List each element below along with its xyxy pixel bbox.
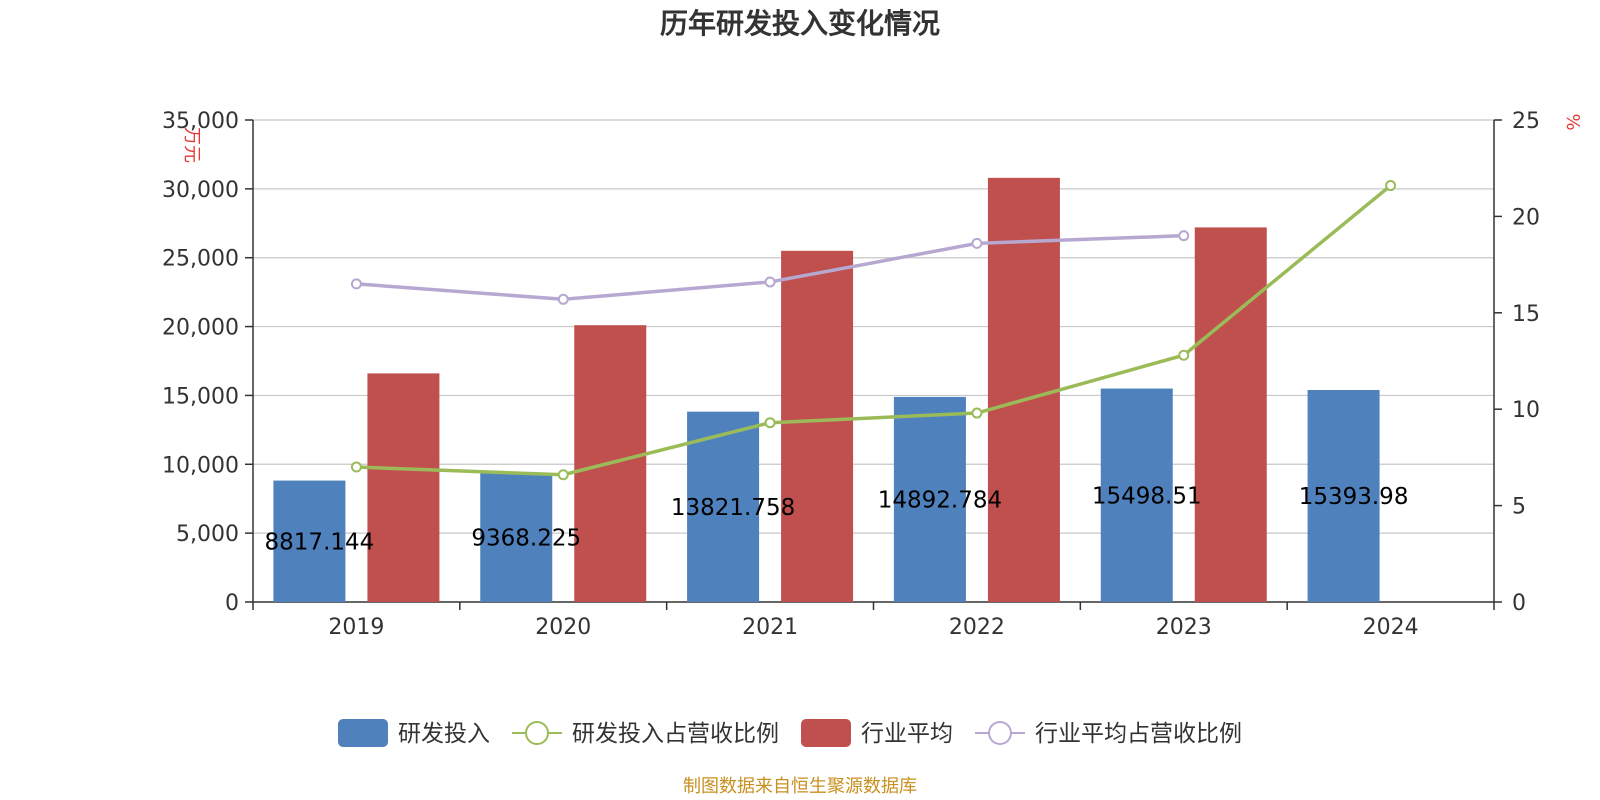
left-tick-label: 20,000 bbox=[162, 316, 239, 341]
bar-data-label: 13821.758 bbox=[671, 495, 795, 521]
industry-ratio-point bbox=[557, 293, 569, 305]
rd-ratio-line bbox=[356, 184, 1392, 477]
chart-title: 历年研发投入变化情况 bbox=[660, 7, 940, 40]
bar-industry-average bbox=[1194, 227, 1267, 602]
legend-item[interactable]: 研发投入占营收比例 bbox=[512, 721, 779, 747]
right-axis-unit: % bbox=[1562, 113, 1583, 130]
right-tick-label: 20 bbox=[1512, 205, 1540, 230]
industry-ratio-point bbox=[971, 237, 983, 249]
axes: 0 5,000 10,000 15,000 20,000 25,000 30,000 35,0… bbox=[162, 109, 1583, 640]
bar-rd-investment bbox=[1307, 390, 1380, 602]
series-lines bbox=[350, 180, 1397, 481]
legend-label: 行业平均 bbox=[861, 721, 953, 747]
rd-ratio-point bbox=[557, 469, 569, 481]
bar-industry-average bbox=[987, 177, 1060, 602]
legend-label: 行业平均占营收比例 bbox=[1035, 721, 1242, 747]
left-tick-label: 25,000 bbox=[162, 247, 239, 272]
rd-ratio-point bbox=[971, 407, 983, 419]
legend-swatch-marker bbox=[988, 721, 1012, 745]
legend-swatch-marker bbox=[525, 721, 549, 745]
bar-data-label: 8817.144 bbox=[265, 529, 375, 555]
bars bbox=[273, 177, 1380, 603]
rd-ratio-point bbox=[1178, 349, 1190, 361]
data-labels: 8817.144 9368.225 13821.758 14892.784 15498.… bbox=[265, 483, 1409, 555]
industry-ratio-point bbox=[350, 278, 362, 290]
left-tick-label: 5,000 bbox=[176, 522, 239, 547]
rd-ratio-point bbox=[764, 417, 776, 429]
legend-item[interactable]: 研发投入 bbox=[338, 719, 490, 747]
right-tick-label: 0 bbox=[1512, 591, 1526, 616]
legend-label: 研发投入 bbox=[398, 721, 490, 747]
legend-item[interactable]: 行业平均 bbox=[801, 719, 953, 747]
bar-rd-investment bbox=[687, 411, 760, 602]
bar-industry-average bbox=[781, 250, 854, 603]
bar-industry-average bbox=[367, 373, 440, 602]
right-tick-label: 15 bbox=[1512, 302, 1540, 327]
rd-ratio-point bbox=[350, 461, 362, 473]
industry-ratio-point bbox=[1178, 230, 1190, 242]
legend-item[interactable]: 行业平均占营收比例 bbox=[975, 721, 1242, 747]
left-tick-label: 10,000 bbox=[162, 453, 239, 478]
bar-data-label: 9368.225 bbox=[471, 525, 581, 551]
bar-data-label: 14892.784 bbox=[878, 487, 1002, 513]
source-note: 制图数据来自恒生聚源数据库 bbox=[683, 776, 917, 797]
bar-data-label: 15498.51 bbox=[1092, 483, 1202, 509]
x-tick-label: 2023 bbox=[1156, 615, 1212, 640]
industry-ratio-point bbox=[764, 276, 776, 288]
rd-ratio-point bbox=[1385, 180, 1397, 192]
legend: 研发投入 研发投入占营收比例 行业平均 行业平均占营收比例 bbox=[338, 719, 1242, 747]
right-tick-label: 10 bbox=[1512, 398, 1540, 423]
grid-lines bbox=[253, 119, 1494, 534]
legend-swatch-bar bbox=[338, 719, 388, 747]
left-tick-label: 15,000 bbox=[162, 384, 239, 409]
x-tick-label: 2024 bbox=[1363, 615, 1419, 640]
x-tick-label: 2022 bbox=[949, 615, 1005, 640]
bar-rd-investment bbox=[893, 396, 966, 602]
left-tick-label: 35,000 bbox=[162, 109, 239, 134]
x-tick-label: 2020 bbox=[535, 615, 591, 640]
legend-label: 研发投入占营收比例 bbox=[572, 721, 779, 747]
x-tick-label: 2021 bbox=[742, 615, 798, 640]
left-tick-label: 30,000 bbox=[162, 178, 239, 203]
right-tick-label: 25 bbox=[1512, 109, 1540, 134]
left-tick-label: 0 bbox=[225, 591, 239, 616]
legend-swatch-bar bbox=[801, 719, 851, 747]
left-axis-unit: 万元 bbox=[181, 127, 202, 163]
bar-rd-investment bbox=[480, 472, 553, 602]
x-tick-label: 2019 bbox=[328, 615, 384, 640]
right-tick-label: 5 bbox=[1512, 495, 1526, 520]
bar-rd-investment bbox=[1100, 388, 1173, 602]
bar-data-label: 15393.98 bbox=[1299, 484, 1409, 510]
bar-rd-investment bbox=[273, 480, 346, 602]
